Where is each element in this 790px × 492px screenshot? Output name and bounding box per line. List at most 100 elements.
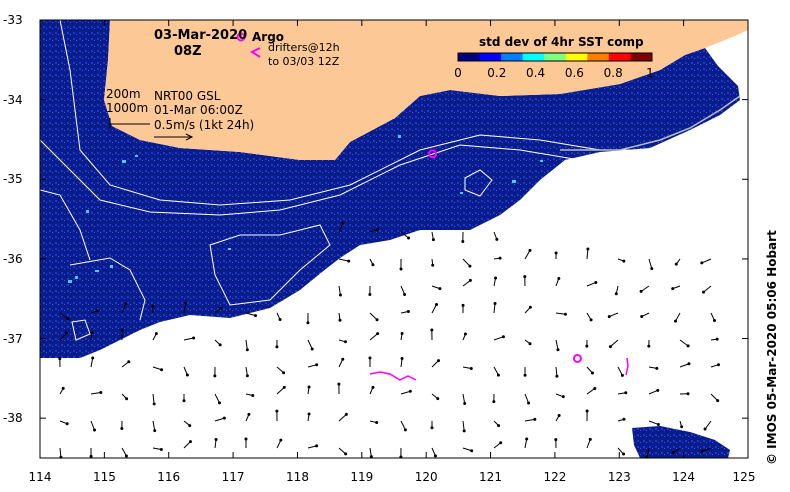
colorbar-tick: 0.8 xyxy=(603,66,623,80)
current-vector-head xyxy=(463,402,467,406)
drifter-legend-period: to 03/03 12Z xyxy=(268,55,340,68)
lat-tick-label: -34 xyxy=(3,92,23,107)
current-vector xyxy=(555,339,559,350)
current-vector-head xyxy=(188,440,192,444)
current-vector xyxy=(704,420,712,430)
current-vector xyxy=(493,303,496,314)
current-vector xyxy=(609,312,619,318)
current-vector xyxy=(524,250,531,260)
current-vector xyxy=(648,420,659,425)
current-vector-head xyxy=(622,417,626,421)
current-vector-head xyxy=(433,454,437,458)
current-vector-head xyxy=(563,312,567,316)
current-vector-head xyxy=(338,293,342,297)
plot-frame xyxy=(39,19,749,459)
current-vector xyxy=(586,248,589,260)
current-vector-head xyxy=(154,332,158,336)
current-vector-head xyxy=(344,452,348,456)
current-vector-head xyxy=(185,373,189,377)
current-vector-head xyxy=(686,344,690,348)
current-vector xyxy=(431,360,439,368)
current-vector xyxy=(555,366,558,377)
colorbar-segment xyxy=(587,53,610,61)
current-vector xyxy=(493,366,499,376)
product-label: NRT00 GSL xyxy=(154,89,221,103)
current-vector-head xyxy=(214,437,218,441)
current-vector-head xyxy=(66,317,70,321)
current-vector xyxy=(646,447,650,458)
current-vector-head xyxy=(655,366,659,370)
lon-tick-label: 116 xyxy=(157,470,181,484)
current-vector-head xyxy=(403,428,407,432)
colorbar-segment xyxy=(501,53,524,61)
current-vector-head xyxy=(375,318,379,322)
current-vector-head xyxy=(656,388,660,392)
lon-tick-label: 119 xyxy=(350,470,374,484)
current-vector-head xyxy=(406,310,410,314)
current-vector-head xyxy=(282,385,286,389)
current-vector-head xyxy=(533,417,537,421)
current-vector-head xyxy=(586,247,590,251)
current-vector-head xyxy=(608,345,612,349)
current-vector-head xyxy=(469,367,473,371)
current-vector xyxy=(152,420,156,431)
current-vector-head xyxy=(525,437,529,441)
current-vector xyxy=(183,441,191,449)
current-vector-head xyxy=(680,425,684,429)
current-vector-head xyxy=(315,444,319,448)
current-vector xyxy=(400,390,411,395)
current-vector-head xyxy=(218,343,222,347)
current-vector-head xyxy=(614,292,618,296)
current-vector-head xyxy=(93,428,97,432)
current-vector-head xyxy=(673,319,677,323)
current-vector xyxy=(555,312,566,315)
current-vector-head xyxy=(495,237,499,241)
current-vector xyxy=(152,366,162,371)
current-vector xyxy=(338,414,347,422)
current-vector-head xyxy=(125,397,129,401)
current-vector-head xyxy=(557,413,561,417)
current-vector-head xyxy=(192,336,196,340)
current-vector xyxy=(245,312,256,317)
current-vector xyxy=(338,222,344,233)
current-vector xyxy=(214,417,225,422)
current-vector-head xyxy=(463,332,467,336)
current-vector-head xyxy=(61,386,65,390)
current-vector-head xyxy=(686,392,690,396)
current-vector-head xyxy=(65,422,69,426)
current-vector-head xyxy=(90,331,94,335)
current-vector-head xyxy=(622,452,626,456)
current-vector xyxy=(121,303,127,314)
current-vector-head xyxy=(702,290,706,294)
current-vector-head xyxy=(556,348,560,352)
current-vector-head xyxy=(523,275,527,279)
current-vector-head xyxy=(523,373,527,377)
current-vector-head xyxy=(245,374,249,378)
current-vector-head xyxy=(310,347,314,351)
current-vector-head xyxy=(527,401,531,405)
current-vector xyxy=(648,258,653,269)
current-vector-head xyxy=(99,390,103,394)
drifter-legend-label: drifters@12h xyxy=(268,41,340,54)
current-vector xyxy=(121,447,127,457)
colorbar-segment xyxy=(458,53,481,61)
current-vector-head xyxy=(124,302,128,306)
current-vector-head xyxy=(588,437,592,441)
current-vector xyxy=(59,332,68,341)
current-vector-head xyxy=(95,309,99,313)
isobath-200-label: 200m xyxy=(106,87,141,101)
current-vector-head xyxy=(622,259,626,263)
colorbar-tick: 0.6 xyxy=(564,66,584,80)
current-vector-head xyxy=(528,305,532,309)
current-vector-head xyxy=(251,394,255,398)
isobath-contours xyxy=(40,20,660,341)
current-vector xyxy=(640,285,650,292)
lon-tick-label: 125 xyxy=(732,470,756,484)
current-vector-head xyxy=(687,362,691,366)
current-vector-head xyxy=(400,332,404,336)
current-vector-head xyxy=(430,328,434,332)
current-vector-head xyxy=(375,421,379,425)
current-vector-head xyxy=(438,287,442,291)
current-vector-head xyxy=(368,292,372,296)
current-vector xyxy=(90,420,95,431)
